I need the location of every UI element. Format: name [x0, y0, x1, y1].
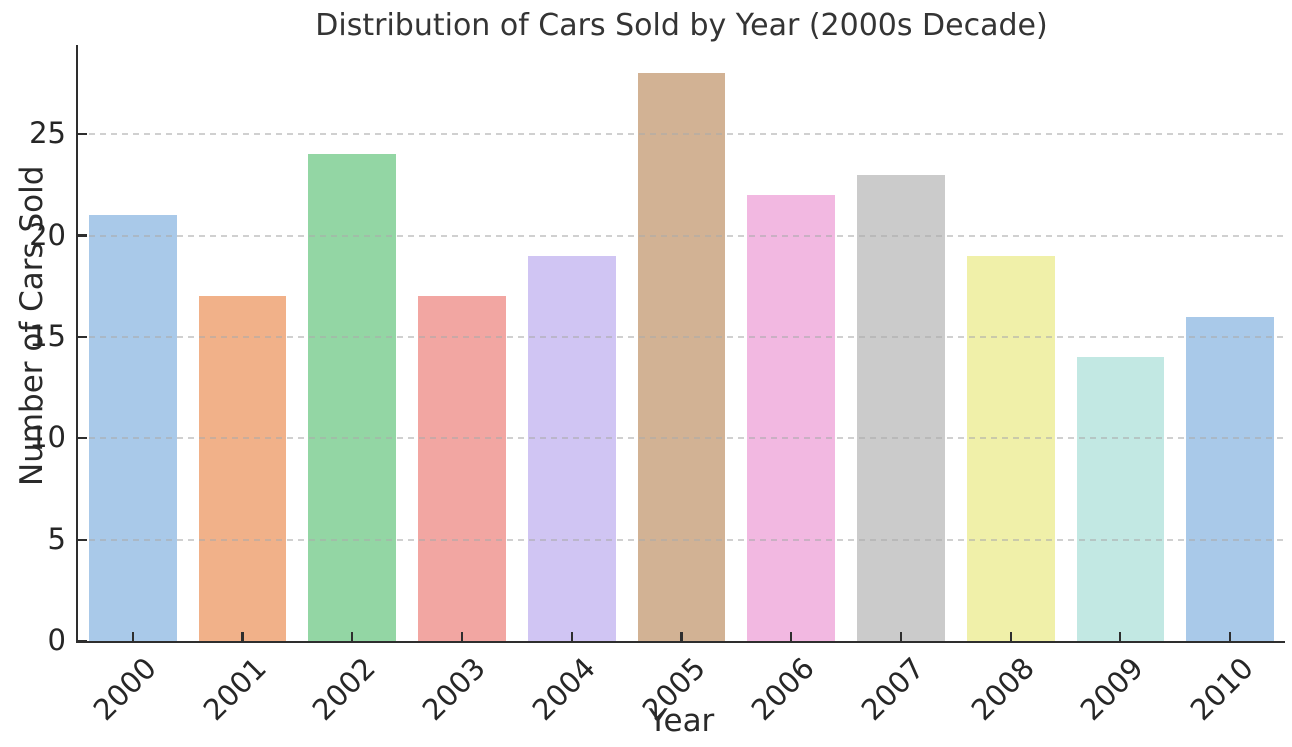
bar-2002 [308, 154, 397, 641]
y-tick-mark-15 [78, 335, 87, 339]
x-tick-mark-2008 [1009, 632, 1012, 641]
y-tick-mark-25 [78, 133, 87, 136]
bar-2001 [198, 296, 287, 641]
bar-2003 [418, 296, 506, 641]
x-tick-mark-2001 [241, 632, 244, 641]
y-tick-mark-0 [78, 639, 87, 643]
x-tick-mark-2004 [570, 632, 573, 641]
y-tick-label-20: 20 [29, 217, 66, 252]
bar-2008 [966, 255, 1055, 641]
y-tick-label-5: 5 [47, 521, 66, 556]
x-tick-mark-2002 [351, 632, 354, 641]
y-tick-label-0: 0 [47, 623, 66, 657]
bar-2009 [1076, 357, 1165, 641]
x-axis-label: Year [648, 703, 715, 739]
y-axis-spine [76, 45, 79, 641]
x-axis-spine [76, 640, 1285, 643]
gridline-25 [78, 133, 1285, 136]
x-tick-mark-2010 [1229, 632, 1232, 641]
x-tick-mark-2003 [460, 632, 464, 641]
bar-2004 [527, 255, 616, 641]
gridline-15 [78, 335, 1285, 338]
y-tick-label-10: 10 [29, 420, 66, 455]
y-tick-mark-5 [78, 538, 87, 541]
y-tick-mark-20 [78, 234, 87, 237]
x-tick-mark-2009 [1119, 632, 1122, 641]
y-tick-label-25: 25 [29, 116, 66, 151]
bar-2005 [637, 73, 726, 641]
bar-2000 [88, 215, 177, 641]
x-tick-mark-2000 [131, 632, 134, 641]
bar-2010 [1186, 316, 1275, 641]
x-tick-mark-2007 [899, 632, 903, 641]
chart-title: Distribution of Cars Sold by Year (2000s… [315, 8, 1048, 43]
y-tick-label-15: 15 [29, 318, 66, 353]
x-tick-mark-2005 [680, 632, 683, 641]
bar-2007 [857, 174, 945, 641]
gridline-10 [78, 437, 1285, 440]
gridline-5 [78, 538, 1285, 541]
bar-2006 [747, 195, 836, 641]
y-tick-mark-10 [78, 437, 87, 440]
x-tick-mark-2006 [790, 632, 793, 641]
gridline-20 [78, 234, 1285, 237]
plot-area: 0 5 10 15 20 25 2000 2001 2002 2003 2004 2005 2006 2… [29, 45, 1285, 727]
